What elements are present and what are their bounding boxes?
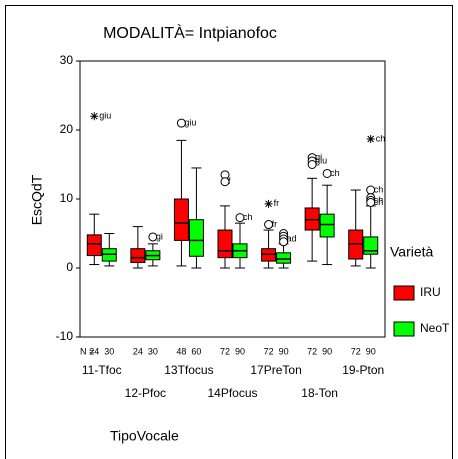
box	[173, 198, 189, 241]
n-count: 24	[133, 346, 143, 356]
outlier	[279, 237, 289, 247]
box	[86, 234, 102, 257]
y-tick-label: 0	[66, 260, 73, 274]
n-count: 72	[307, 346, 317, 356]
n-count: 90	[279, 346, 289, 356]
outlier-label: ch	[374, 197, 384, 207]
x-tick-label: 13Tfocus	[164, 363, 213, 377]
y-tick-label: 10	[60, 191, 74, 205]
x-tick-label: 19-Pton	[342, 363, 384, 377]
outlier	[220, 177, 230, 187]
n-count: 30	[148, 346, 158, 356]
n-count: 90	[322, 346, 332, 356]
frame	[5, 5, 453, 459]
n-count: 72	[264, 346, 274, 356]
n-count: 48	[176, 346, 186, 356]
n-count: 24	[89, 346, 99, 356]
legend-swatch	[393, 285, 415, 301]
outlier	[176, 118, 186, 128]
plot-area	[79, 60, 386, 338]
x-tick-label: 11-Tfoc	[82, 363, 122, 377]
outlier	[366, 197, 376, 207]
x-tick-label: 18-Ton	[301, 386, 338, 400]
extreme	[366, 134, 375, 143]
x-tick-label: 14Pfocus	[207, 386, 257, 400]
n-count: 72	[351, 346, 361, 356]
legend-label: IRU	[420, 285, 441, 299]
outlier-label: ch	[243, 212, 253, 222]
outlier-label: f	[228, 176, 231, 186]
extreme-label: ch	[376, 133, 386, 143]
outlier-label: giu	[315, 155, 327, 165]
outlier	[264, 220, 274, 230]
extreme	[264, 199, 273, 208]
extreme	[90, 112, 99, 121]
n-label: N =	[80, 346, 94, 356]
outlier	[322, 168, 332, 178]
legend-label: NeoT	[420, 321, 450, 335]
outlier-label: ch	[374, 184, 384, 194]
y-tick-label: -10	[56, 329, 74, 343]
n-count: 60	[191, 346, 201, 356]
box	[276, 252, 292, 264]
box	[188, 219, 204, 257]
x-tick-label: 17PreTon	[250, 363, 301, 377]
legend-swatch	[393, 321, 415, 337]
legend-title: Varietà	[390, 244, 434, 260]
box	[363, 236, 379, 255]
y-tick-label: 30	[60, 53, 74, 67]
outlier-label: ch	[374, 195, 384, 205]
n-count: 90	[366, 346, 376, 356]
n-count: 90	[235, 346, 245, 356]
box	[319, 213, 335, 238]
outlier	[148, 232, 158, 242]
outlier-label: fr	[272, 219, 278, 229]
x-axis-label: TipoVocale	[110, 428, 179, 444]
outlier-label: ad	[287, 233, 297, 243]
outlier-label: giu	[184, 117, 196, 127]
chart-title: MODALITÀ= Intpianofoc	[103, 23, 277, 42]
outlier-label: gi	[315, 152, 322, 162]
extreme-label: giu	[99, 111, 111, 121]
outlier	[235, 213, 245, 223]
outlier-label: ch	[330, 168, 340, 178]
n-count: 30	[104, 346, 114, 356]
extreme-label: fr	[274, 198, 280, 208]
box	[130, 248, 146, 263]
box	[217, 229, 233, 259]
outlier-label: gi	[156, 231, 163, 241]
outlier	[307, 160, 317, 169]
y-tick-label: 20	[60, 122, 74, 136]
y-axis-label: EscQdT	[29, 174, 45, 225]
n-count: 72	[220, 346, 230, 356]
x-tick-label: 12-Pfoc	[125, 386, 166, 400]
